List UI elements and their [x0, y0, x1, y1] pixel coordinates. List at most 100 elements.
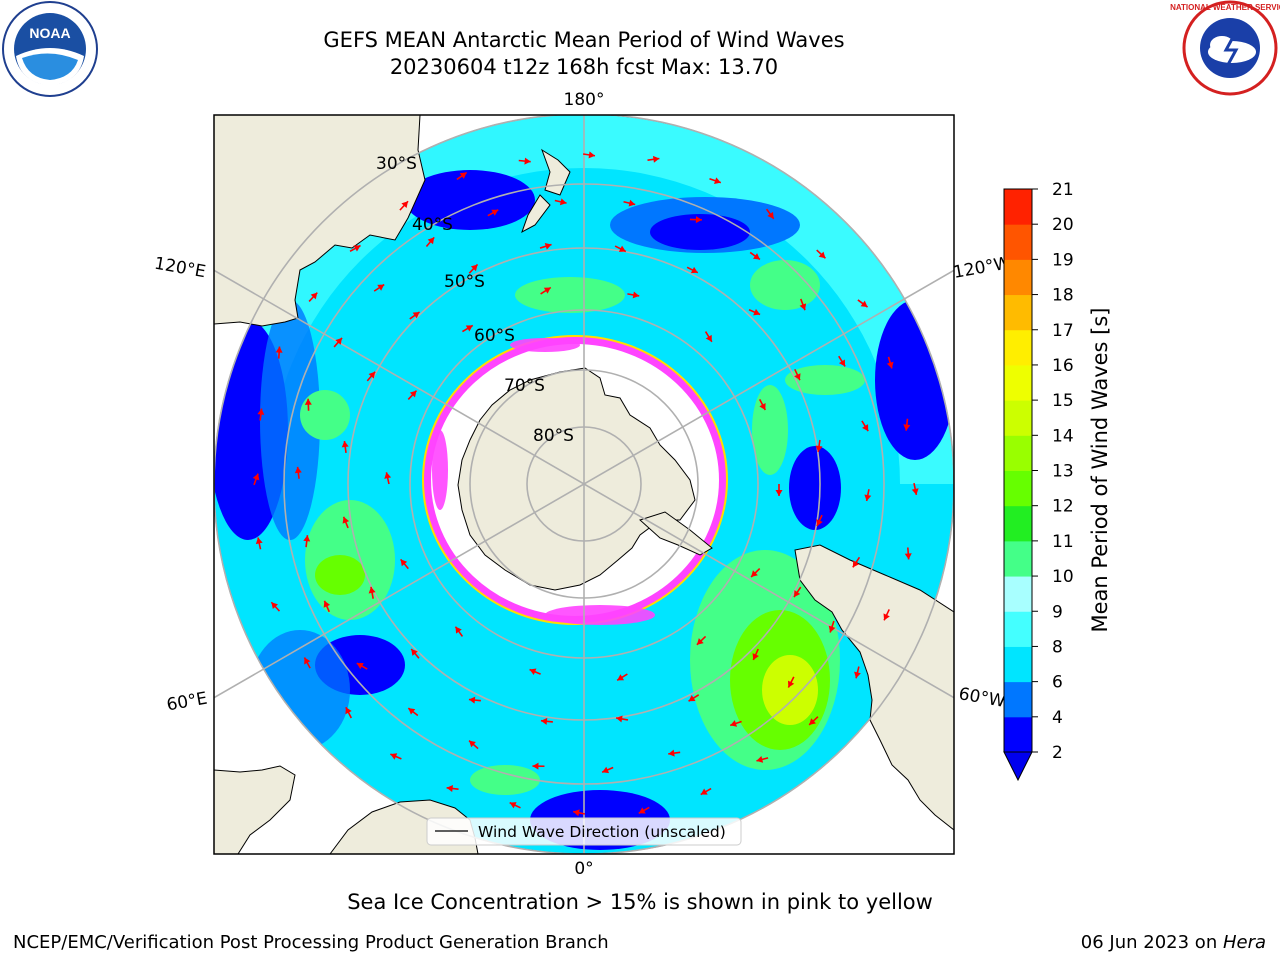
- colorbar-tick-label: 19: [1052, 250, 1074, 270]
- colorbar-segment: [1004, 716, 1032, 753]
- wind-wave-arrowhead: [628, 199, 636, 207]
- wind-wave-arrowhead: [468, 696, 476, 704]
- wind-wave-arrowhead: [714, 177, 721, 185]
- wind-wave-arrowhead: [368, 371, 376, 379]
- sea-ice-caption: Sea Ice Concentration > 15% is shown in …: [347, 890, 933, 914]
- wind-wave-arrowhead: [353, 245, 361, 252]
- wind-wave-arrowhead: [459, 172, 467, 179]
- wind-wave-arrowhead: [852, 560, 860, 568]
- south-america-landmass: [794, 544, 954, 831]
- wind-wave-arrowhead: [903, 424, 911, 431]
- wind-wave-arrowhead: [753, 308, 761, 316]
- lon-label-120w: 120°W: [952, 253, 1013, 283]
- noaa-logo-icon: NOAA: [2, 1, 98, 97]
- noaa-logo-text: NOAA: [29, 25, 70, 41]
- colorbar-tick-label: 13: [1052, 462, 1074, 482]
- wind-wave-arrowhead: [695, 216, 702, 224]
- wind-wave-arrowhead: [690, 266, 698, 274]
- wind-wave-arrowhead: [638, 807, 646, 814]
- colorbar-segment: [1004, 435, 1032, 471]
- wind-wave-arrowhead: [775, 490, 783, 496]
- wind-wave-arrowhead: [886, 361, 894, 369]
- wind-wave-arrowhead: [275, 346, 283, 353]
- lat-label-60: 60°S: [474, 326, 515, 346]
- colorbar-segment: [1004, 364, 1032, 401]
- colorbar-tick-label: 6: [1052, 673, 1063, 693]
- wind-wave-arrowhead: [469, 740, 476, 748]
- colorbar-tick-label: 17: [1052, 321, 1074, 341]
- wind-wave-arrowhead: [408, 708, 416, 715]
- wind-wave-arrowhead: [455, 626, 462, 634]
- wind-wave-arrowhead: [793, 590, 801, 598]
- footer-date: 06 Jun 2023 on Hera: [1081, 932, 1266, 953]
- wind-wave-arrowhead: [524, 157, 531, 165]
- antarctic-peninsula: [639, 511, 713, 556]
- wind-wave-arrowhead: [794, 373, 801, 381]
- wind-wave-arrowhead: [809, 718, 816, 725]
- new-zealand-landmass: [541, 148, 571, 196]
- lat-label-80: 80°S: [533, 426, 574, 446]
- wind-wave-arrowhead: [816, 519, 823, 527]
- wind-wave-arrowhead: [345, 707, 352, 715]
- wind-wave-arrowhead: [310, 292, 318, 300]
- wind-wave-arrowhead: [368, 586, 376, 594]
- lat-label-70: 70°S: [504, 376, 545, 396]
- wind-wave-arrowhead: [252, 473, 260, 481]
- wind-wave-arrowhead: [465, 325, 473, 332]
- colorbar-segment: [1004, 259, 1032, 296]
- wind-wave-arrowhead: [257, 408, 265, 415]
- colorbar-tick-label: 15: [1052, 391, 1074, 411]
- wind-wave-arrowhead: [384, 472, 392, 479]
- wind-wave-arrowhead: [668, 749, 675, 757]
- wind-wave-arrowhead: [911, 488, 919, 495]
- footer-credit: NCEP/EMC/Verification Post Processing Pr…: [13, 932, 609, 953]
- wind-wave-direction-arrows: [252, 151, 919, 817]
- map-area: 30°S 40°S 50°S 60°S 70°S 80°S Wind Wave …: [214, 115, 954, 854]
- colorbar-segment: [1004, 611, 1032, 647]
- wind-wave-arrowhead: [752, 653, 759, 660]
- colorbar-tick-label: 8: [1052, 637, 1063, 657]
- colorbar-tick-label: 9: [1052, 602, 1063, 622]
- wind-wave-arrowhead: [799, 303, 807, 311]
- madagascar-landmass: [214, 765, 296, 854]
- colorbar-segment: [1004, 224, 1032, 260]
- colorbar-segment: [1004, 505, 1032, 542]
- chart-title: GEFS MEAN Antarctic Mean Period of Wind …: [323, 28, 845, 52]
- wind-wave-arrowhead: [616, 715, 623, 723]
- colorbar-tick-label: 21: [1052, 180, 1074, 200]
- wind-wave-arrowhead: [815, 445, 823, 452]
- colorbar-tick-label: 11: [1052, 532, 1074, 552]
- wind-wave-arrowhead: [341, 440, 349, 448]
- lat-label-30: 30°S: [376, 154, 417, 174]
- wind-wave-arrowhead: [688, 695, 696, 702]
- colorbar-segment: [1004, 189, 1032, 225]
- australia-landmass: [214, 115, 426, 327]
- wind-wave-arrowhead: [304, 657, 311, 665]
- wind-wave-arrowhead: [602, 766, 610, 774]
- wind-wave-arrowhead: [753, 253, 760, 260]
- wind-wave-arrowhead: [356, 663, 364, 670]
- wind-wave-arrowhead: [838, 359, 846, 367]
- wind-wave-arrowhead: [818, 251, 826, 259]
- wind-wave-arrowhead: [730, 720, 738, 727]
- colorbar-tick-label: 18: [1052, 286, 1074, 306]
- lon-label-60e: 60°E: [165, 689, 209, 716]
- wind-wave-arrowhead: [304, 398, 312, 405]
- wind-wave-arrowhead: [652, 155, 660, 163]
- colorbar-tick-label: 12: [1052, 497, 1074, 517]
- colorbar-segment: [1004, 329, 1032, 366]
- wind-wave-arrowhead: [509, 802, 517, 809]
- colorbar-tick-label: 20: [1052, 215, 1074, 235]
- wind-wave-arrowhead: [904, 553, 912, 560]
- wind-wave-arrowhead: [573, 809, 580, 817]
- wind-wave-arrowhead: [412, 312, 420, 319]
- nws-logo-icon: NATIONAL WEATHER SERVICE: [1170, 0, 1280, 96]
- colorbar-tick-label: 10: [1052, 567, 1074, 587]
- map-frame: [213, 114, 955, 855]
- nws-logo-text: NATIONAL WEATHER SERVICE: [1170, 3, 1280, 12]
- lon-label-60w: 60°W: [957, 684, 1007, 712]
- wind-wave-arrowhead: [854, 671, 861, 679]
- lon-label-0: 0°: [574, 859, 593, 879]
- wind-wave-arrowhead: [696, 638, 704, 645]
